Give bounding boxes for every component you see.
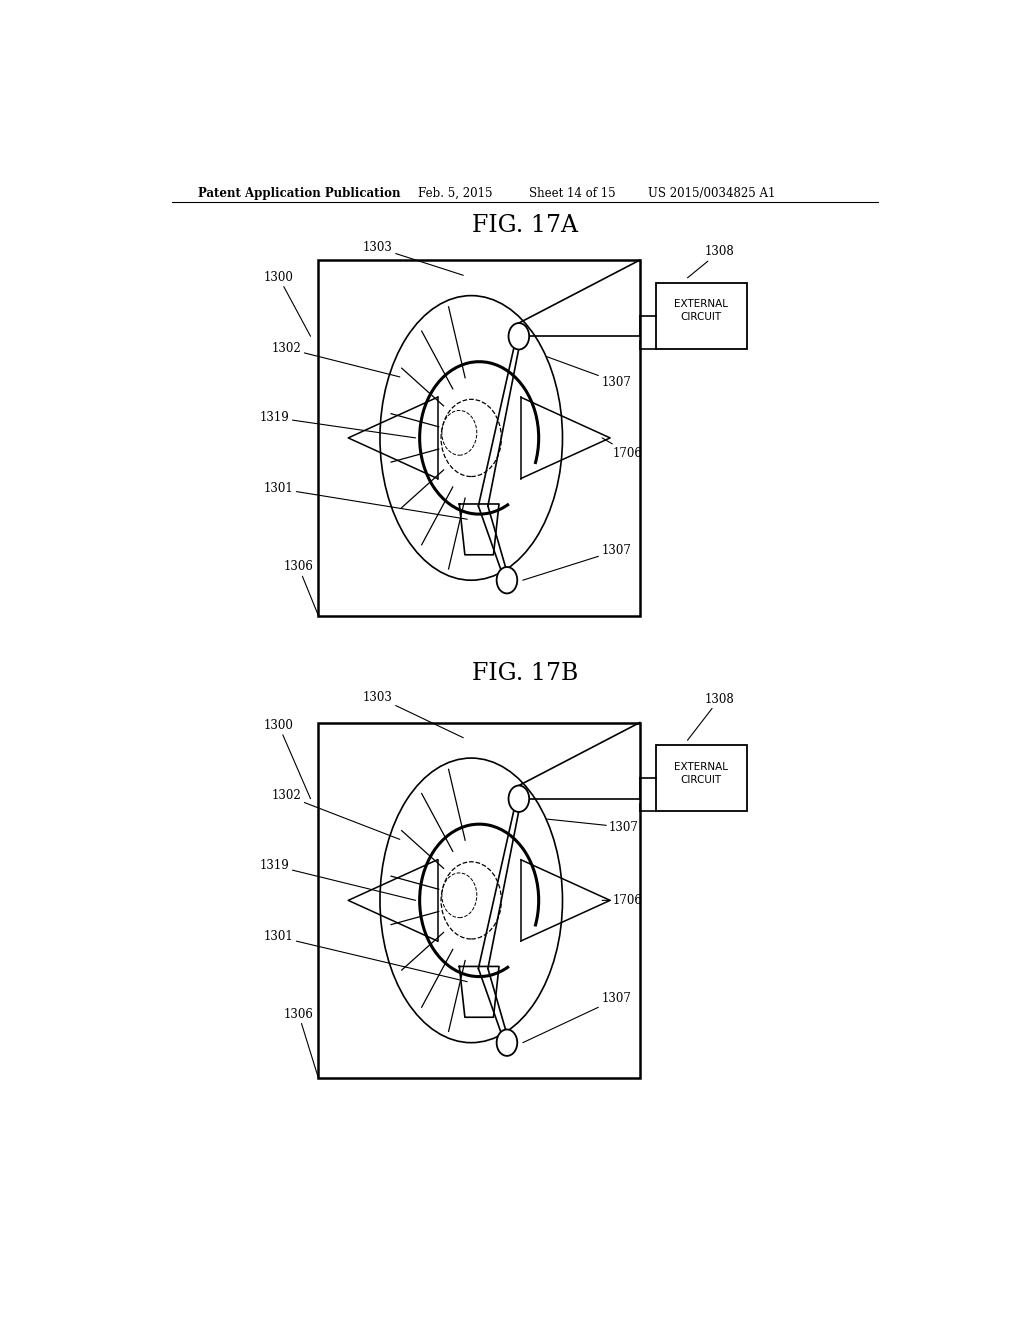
Text: FIG. 17A: FIG. 17A — [472, 214, 578, 238]
Text: 1706: 1706 — [602, 894, 643, 907]
Text: 1303: 1303 — [364, 690, 463, 738]
Text: 1302: 1302 — [271, 342, 399, 378]
Text: 1319: 1319 — [260, 859, 416, 900]
Bar — [655, 746, 748, 812]
Text: 1307: 1307 — [547, 818, 639, 834]
Text: Feb. 5, 2015: Feb. 5, 2015 — [418, 187, 493, 199]
Text: 1706: 1706 — [602, 438, 643, 459]
Text: 1300: 1300 — [264, 719, 310, 799]
Text: 1307: 1307 — [523, 544, 631, 581]
Bar — [318, 260, 640, 615]
Text: Sheet 14 of 15: Sheet 14 of 15 — [528, 187, 615, 199]
Text: 1300: 1300 — [264, 271, 310, 337]
Text: EXTERNAL
CIRCUIT: EXTERNAL CIRCUIT — [675, 762, 728, 785]
Bar — [655, 282, 748, 348]
Text: 1308: 1308 — [687, 246, 734, 277]
Text: EXTERNAL
CIRCUIT: EXTERNAL CIRCUIT — [675, 300, 728, 322]
Text: 1308: 1308 — [687, 693, 734, 741]
Circle shape — [509, 785, 529, 812]
Text: 1301: 1301 — [264, 931, 467, 982]
Circle shape — [497, 568, 517, 594]
Text: FIG. 17B: FIG. 17B — [472, 661, 578, 685]
Text: 1303: 1303 — [364, 242, 463, 276]
Text: 1307: 1307 — [547, 356, 631, 388]
Text: US 2015/0034825 A1: US 2015/0034825 A1 — [648, 187, 775, 199]
Text: 1306: 1306 — [284, 561, 318, 615]
Bar — [318, 722, 640, 1078]
Circle shape — [509, 323, 529, 350]
Circle shape — [497, 1030, 517, 1056]
Text: 1307: 1307 — [523, 993, 631, 1043]
Text: Patent Application Publication: Patent Application Publication — [198, 187, 400, 199]
Text: 1306: 1306 — [284, 1007, 318, 1078]
Text: 1301: 1301 — [264, 482, 467, 519]
Text: 1302: 1302 — [271, 789, 399, 840]
Text: 1319: 1319 — [260, 411, 416, 438]
